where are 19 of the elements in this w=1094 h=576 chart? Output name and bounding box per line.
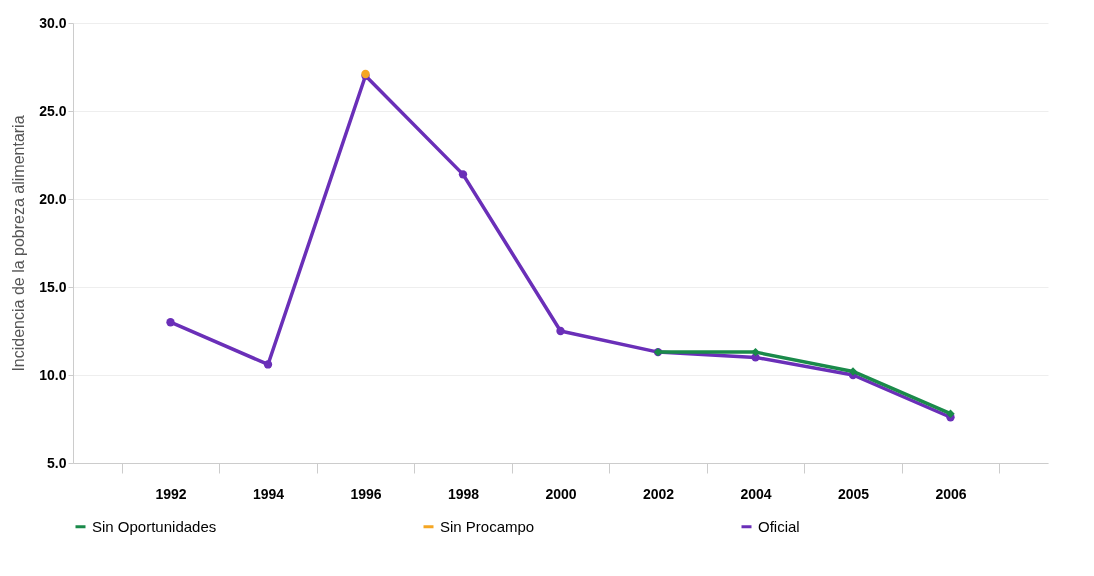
- x-tick-label: 2005: [837, 485, 870, 502]
- x-tick-label: 2000: [545, 485, 577, 502]
- y-tick-label: 10.0: [39, 366, 67, 383]
- x-tick-label: 2002: [642, 485, 675, 502]
- legend-label: Sin Procampo: [440, 517, 535, 535]
- x-tick-label: 1994: [252, 485, 285, 502]
- x-tick-label: 1996: [350, 485, 382, 502]
- legend-label: Oficial: [758, 517, 800, 535]
- y-tick-label: 15.0: [39, 278, 67, 295]
- y-tick-label: 30.0: [39, 14, 67, 31]
- y-tick-label: 5.0: [47, 454, 67, 471]
- x-tick-label: 1998: [447, 485, 480, 502]
- x-tick-label: 1992: [155, 485, 187, 502]
- y-tick-label: 20.0: [39, 190, 67, 207]
- legend-label: Sin Oportunidades: [92, 517, 217, 535]
- x-tick-label: 2004: [740, 485, 772, 502]
- y-tick-label: 25.0: [39, 102, 67, 119]
- x-tick-label: 2006: [935, 485, 967, 502]
- y-axis-title: Incidencia de la pobreza alimentaria: [10, 115, 28, 372]
